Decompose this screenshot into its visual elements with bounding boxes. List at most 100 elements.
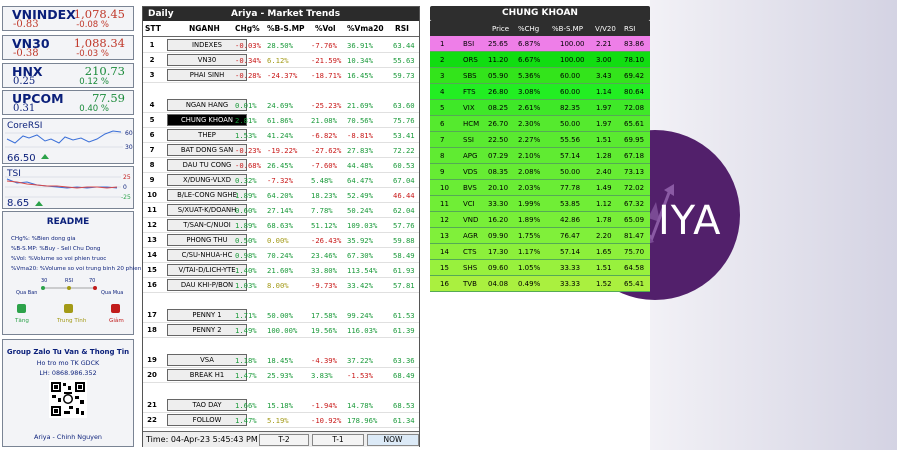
- qr-code-icon[interactable]: [49, 380, 87, 418]
- table-row[interactable]: 3 PHAI SINH -0.28% -24.37% -18.71% 16.45% 59.7…: [143, 68, 419, 83]
- cell-vv20: 1.12: [596, 200, 612, 208]
- cell-rsi: 75.76: [393, 116, 415, 125]
- sector-name-button[interactable]: THEP: [167, 129, 247, 141]
- cell-vma20: 67.30%: [347, 251, 373, 260]
- sector-name-button[interactable]: X/DUNG-VLXD: [167, 174, 247, 186]
- cell-vv20: 1.28: [596, 152, 612, 160]
- sector-name-button[interactable]: BAT DONG SAN: [167, 144, 247, 156]
- table-row[interactable]: 2 VN30 -0.34% 6.12% -21.59% 10.34% 55.63: [143, 53, 419, 68]
- stock-row[interactable]: 13 AGR 09.90 1.75% 76.47 2.20 81.47: [430, 228, 650, 244]
- table-row[interactable]: 18 PENNY 2 1.49% 100.00% 19.56% 116.03% 61.39: [143, 323, 419, 338]
- stock-row[interactable]: 7 SSI 22.50 2.27% 55.56 1.51 69.95: [430, 132, 650, 148]
- index-card-vnindex[interactable]: VNINDEX 1,078.45 -0.83 -0.08 %: [2, 6, 134, 31]
- stock-row[interactable]: 1 BSI 25.65 6.87% 100.00 2.21 83.86: [430, 36, 650, 52]
- sector-name-button[interactable]: C/SU-NHUA-HC: [167, 249, 247, 261]
- cell-vol: -1.94%: [311, 401, 337, 410]
- cell-rsi: 69.95: [624, 136, 645, 144]
- stock-row[interactable]: 8 APG 07.29 2.10% 57.14 1.28 67.18: [430, 148, 650, 164]
- table-row[interactable]: 10 B/LE-CONG NGHE 1.89% 64.20% 18.23% 52.49% 4…: [143, 188, 419, 203]
- sector-name-button[interactable]: VN30: [167, 54, 247, 66]
- sector-name-button[interactable]: S/XUAT-K/DOANH: [167, 204, 247, 216]
- now-button[interactable]: NOW: [367, 434, 419, 446]
- cell-rsi: 83.86: [624, 40, 645, 48]
- table-row[interactable]: 22 FOLLOW 1.47% 5.19% -10.92% 178.96% 61.34: [143, 413, 419, 428]
- stock-row[interactable]: 15 SHS 09.60 1.05% 33.33 1.51 64.58: [430, 260, 650, 276]
- sector-name-button[interactable]: T/SAN-C/NUOI: [167, 219, 247, 231]
- sector-name-button[interactable]: INDEXES: [167, 39, 247, 51]
- cell-vma20: 33.42%: [347, 281, 373, 290]
- index-card-upcom[interactable]: UPCOM 77.59 0.31 0.40 %: [2, 90, 134, 115]
- table-row[interactable]: 4 NGAN HANG 0.01% 24.69% -25.23% 21.69% 63.60: [143, 98, 419, 113]
- table-row[interactable]: 20 BREAK H1 1.47% 25.93% 3.83% -1.53% 68.49: [143, 368, 419, 383]
- sector-name-button[interactable]: PHAI SINH: [167, 69, 247, 81]
- stock-row[interactable]: 12 VND 16.20 1.89% 42.86 1.78 65.09: [430, 212, 650, 228]
- cell-rsi: 72.08: [624, 104, 645, 112]
- table-row[interactable]: 9 X/DUNG-VLXD 0.32% -7.32% 5.48% 64.47% 67.04: [143, 173, 419, 188]
- cell-vma20: 109.03%: [347, 221, 378, 230]
- sector-name-button[interactable]: NGAN HANG: [167, 99, 247, 111]
- table-row[interactable]: 16 DAU KHI-P/BON 1.03% 8.00% -9.73% 33.42% 57.…: [143, 278, 419, 293]
- stock-row[interactable]: 3 SBS 05.90 5.36% 60.00 3.43 69.42: [430, 68, 650, 84]
- cell-bs: 77.78: [560, 184, 581, 192]
- sector-name-button[interactable]: V/TAI-D/LICH-YTE: [167, 264, 247, 276]
- stock-row[interactable]: 16 TVB 04.08 0.49% 33.33 1.52 65.41: [430, 276, 650, 292]
- core-rsi-panel[interactable]: 60 30 CoreRSI 66.50: [2, 118, 134, 164]
- table-row[interactable]: 14 C/SU-NHUA-HC 0.98% 70.24% 23.46% 67.30% 58.…: [143, 248, 419, 263]
- cell-vol: 5.48%: [311, 176, 333, 185]
- row-stt: 14: [147, 251, 157, 259]
- t-minus-2-button[interactable]: T-2: [259, 434, 309, 446]
- stock-row[interactable]: 11 VCI 33.30 1.99% 53.85 1.12 67.32: [430, 196, 650, 212]
- cell-rsi: 61.34: [393, 416, 415, 425]
- sector-name-button[interactable]: B/LE-CONG NGHE: [167, 189, 247, 201]
- stock-row[interactable]: 2 ORS 11.20 6.67% 100.00 3.00 78.10: [430, 52, 650, 68]
- sector-name-button[interactable]: DAU TU CONG: [167, 159, 247, 171]
- table-row[interactable]: 7 BAT DONG SAN -0.23% -19.22% -27.62% 27.83% 7…: [143, 143, 419, 158]
- index-value: 77.59: [92, 91, 125, 105]
- cell-bs: 53.85: [560, 200, 581, 208]
- sector-name-button[interactable]: PENNY 1: [167, 309, 247, 321]
- period-label: Daily: [148, 9, 174, 19]
- readme-line: %B-S.MP: %Buy - Sell Chu Dong: [11, 246, 101, 252]
- table-row[interactable]: 15 V/TAI-D/LICH-YTE 1.40% 21.60% 33.80% 113.5…: [143, 263, 419, 278]
- sector-name-button[interactable]: FOLLOW: [167, 414, 247, 426]
- sector-name-button[interactable]: DAU KHI-P/BON: [167, 279, 247, 291]
- cell-rank: 7: [440, 136, 445, 144]
- stock-row[interactable]: 14 CTS 17.30 1.17% 57.14 1.65 75.70: [430, 244, 650, 260]
- sector-name-button[interactable]: PHONG THU: [167, 234, 247, 246]
- table-row[interactable]: 21 TAO DAY 1.66% 15.18% -1.94% 14.78% 68.53: [143, 398, 419, 413]
- table-row[interactable]: 12 T/SAN-C/NUOI 1.89% 68.63% 51.12% 109.03% 57…: [143, 218, 419, 233]
- cell-chg: 0.01%: [235, 101, 257, 110]
- sector-name-button[interactable]: BREAK H1: [167, 369, 247, 381]
- cell-price: 22.50: [488, 136, 509, 144]
- cell-vma20: 10.34%: [347, 56, 373, 65]
- cell-bs: -7.32%: [267, 176, 293, 185]
- stock-row[interactable]: 5 VIX 08.25 2.61% 82.35 1.97 72.08: [430, 100, 650, 116]
- t-minus-1-button[interactable]: T-1: [312, 434, 364, 446]
- col-header-rsi: RSI: [395, 24, 409, 33]
- table-row[interactable]: 19 VSA 1.18% 18.45% -4.39% 37.22% 63.36: [143, 353, 419, 368]
- index-card-vn30[interactable]: VN30 1,088.34 -0.38 -0.03 %: [2, 35, 134, 60]
- stock-row[interactable]: 4 FTS 26.80 3.08% 60.00 1.14 80.64: [430, 84, 650, 100]
- sector-name-button[interactable]: CHUNG KHOAN: [167, 114, 247, 126]
- stock-row[interactable]: 9 VDS 08.35 2.08% 50.00 2.40 73.13: [430, 164, 650, 180]
- sector-name-button[interactable]: TAO DAY: [167, 399, 247, 411]
- stock-row[interactable]: 10 BVS 20.10 2.03% 77.78 1.49 72.02: [430, 180, 650, 196]
- table-row[interactable]: 8 DAU TU CONG -0.68% 26.45% -7.60% 44.48% 60.5…: [143, 158, 419, 173]
- cell-symbol: FTS: [463, 88, 476, 96]
- table-row[interactable]: 17 PENNY 1 1.71% 50.00% 17.58% 99.24% 61.53: [143, 308, 419, 323]
- table-row[interactable]: 6 THEP 1.53% 41.24% -6.82% -8.81% 53.41: [143, 128, 419, 143]
- table-row[interactable]: 13 PHONG THU 0.50% 0.00% -26.43% 35.92% 59.88: [143, 233, 419, 248]
- table-row[interactable]: 1 INDEXES -0.03% 28.50% -7.76% 36.91% 63.44: [143, 38, 419, 53]
- sector-name-button[interactable]: VSA: [167, 354, 247, 366]
- table-row[interactable]: 11 S/XUAT-K/DOANH 0.60% 27.14% 7.78% 50.24% 62…: [143, 203, 419, 218]
- sector-name-button[interactable]: PENNY 2: [167, 324, 247, 336]
- table-row[interactable]: 5 CHUNG KHOAN 2.81% 61.86% 21.08% 70.56% 75.76: [143, 113, 419, 128]
- cell-vv20: 1.65: [596, 248, 612, 256]
- row-stt: 12: [147, 221, 157, 229]
- cell-vv20: 1.78: [596, 216, 612, 224]
- stock-row[interactable]: 6 HCM 26.70 2.30% 50.00 1.97 65.61: [430, 116, 650, 132]
- cell-vv20: 3.43: [596, 72, 612, 80]
- tsi-panel[interactable]: 25 0 -25 TSI 8.65: [2, 166, 134, 209]
- index-card-hnx[interactable]: HNX 210.73 0.25 0.12 %: [2, 63, 134, 88]
- sector-header: Price %CHg %B-S.MP V/V20 RSI: [430, 21, 650, 36]
